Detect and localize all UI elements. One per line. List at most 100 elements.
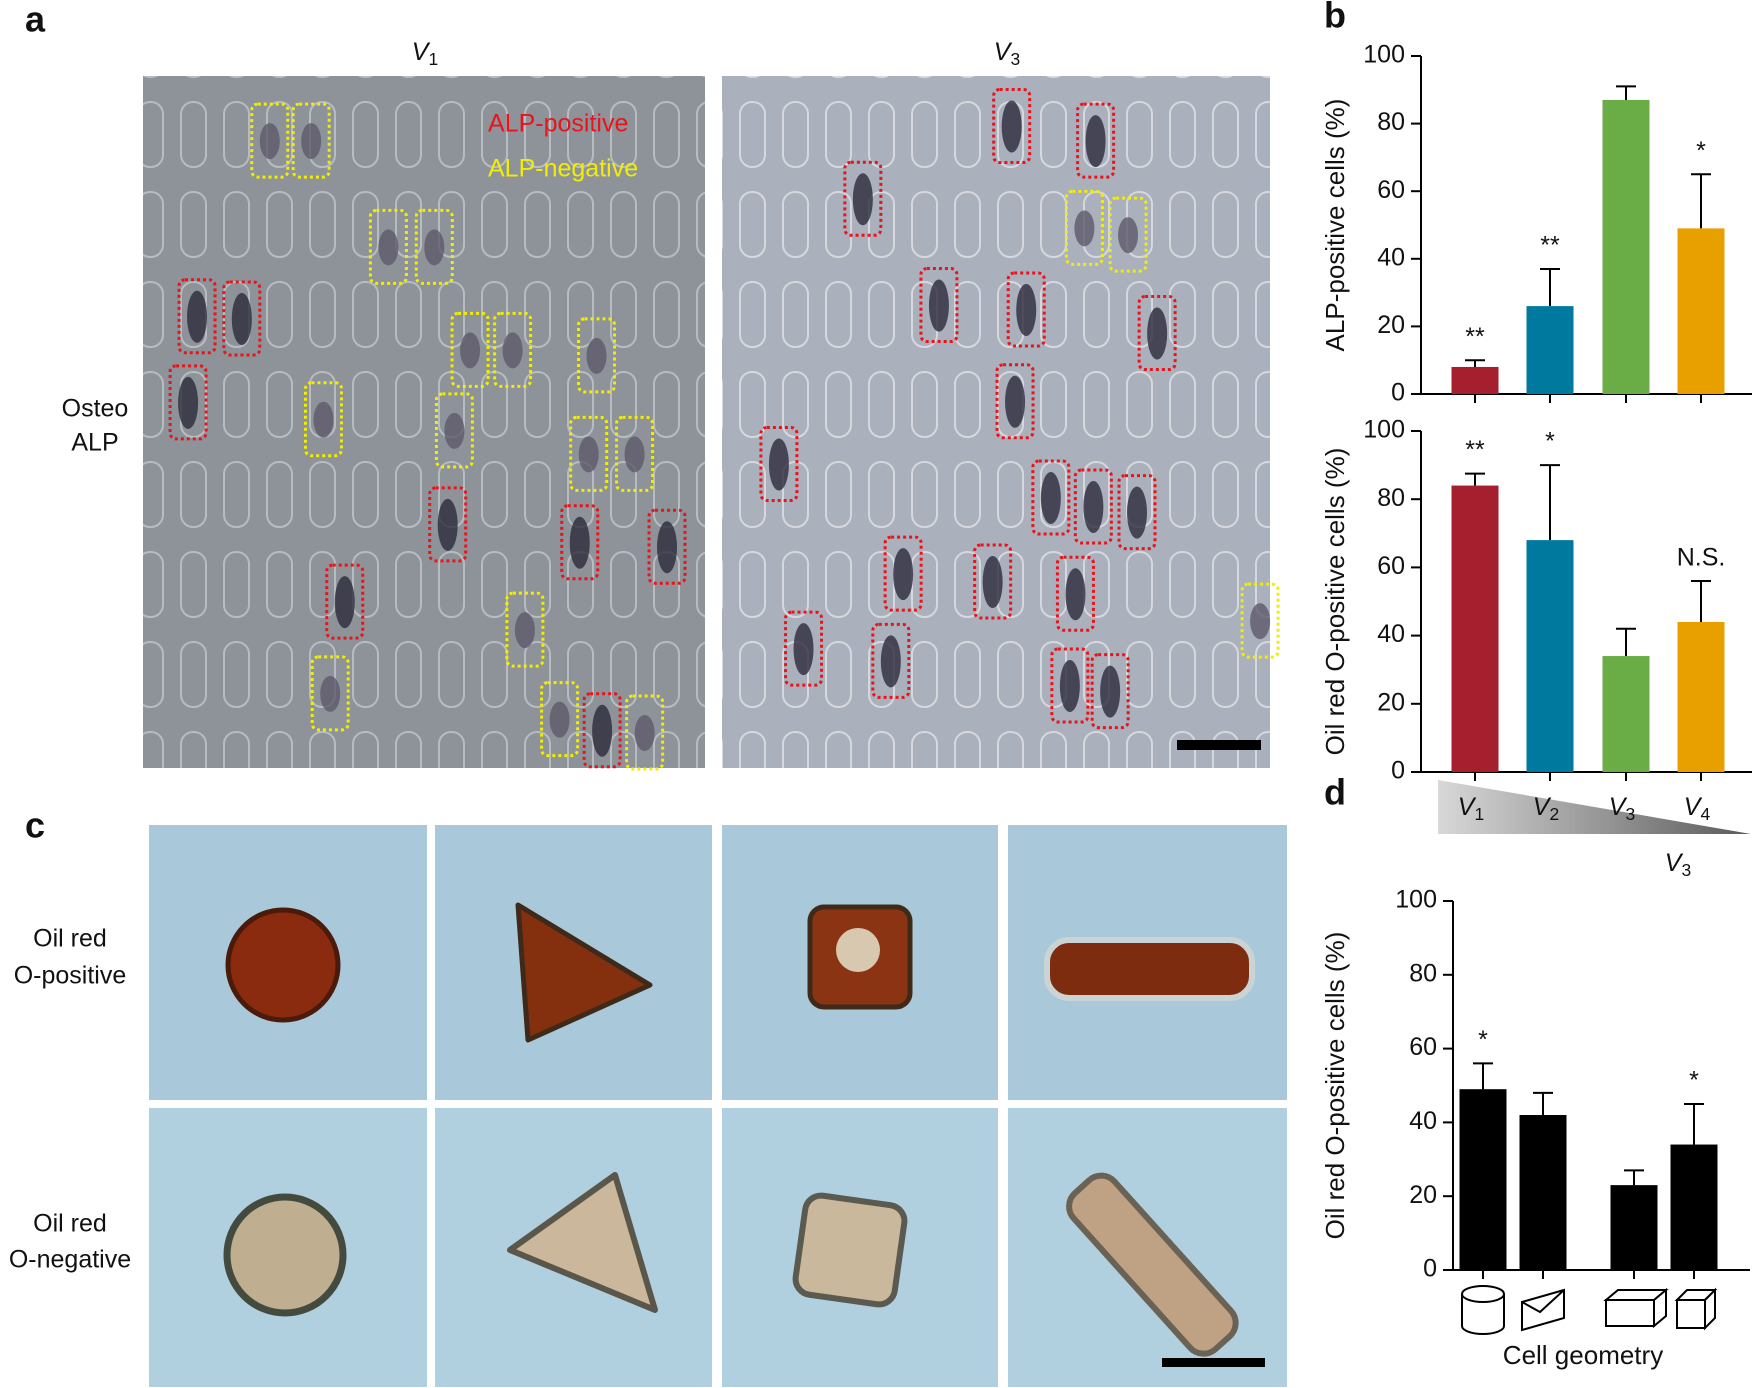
y-tick-label: 20 bbox=[1377, 688, 1405, 716]
cell bbox=[502, 332, 523, 369]
bar bbox=[1670, 1144, 1718, 1270]
cell bbox=[1250, 603, 1271, 640]
cell bbox=[1085, 115, 1106, 168]
bar bbox=[1677, 228, 1725, 394]
cell bbox=[624, 436, 645, 473]
cell-outline bbox=[995, 363, 1035, 440]
cell-outline bbox=[250, 102, 290, 179]
cell-outline bbox=[368, 208, 408, 285]
chart-title: V3 bbox=[1665, 849, 1691, 880]
cell bbox=[592, 704, 613, 757]
y-tick-label: 80 bbox=[1409, 959, 1437, 987]
cell bbox=[460, 332, 481, 369]
cell-outline bbox=[428, 486, 468, 563]
y-tick-label: 100 bbox=[1363, 416, 1405, 444]
error-bar bbox=[1624, 1169, 1644, 1186]
cell bbox=[768, 438, 789, 491]
y-tick-label: 100 bbox=[1395, 886, 1437, 914]
y-tick-label: 0 bbox=[1391, 379, 1405, 407]
cell bbox=[514, 612, 535, 649]
y-axis-label: Oil red O-positive cells (%) bbox=[1320, 448, 1350, 756]
x-tick-label: V2 bbox=[1533, 793, 1559, 824]
y-tick-label: 60 bbox=[1377, 552, 1405, 580]
cell-outline bbox=[647, 508, 687, 585]
cell bbox=[578, 436, 599, 473]
bar bbox=[1451, 485, 1499, 772]
cell bbox=[1001, 100, 1022, 153]
cell-outline bbox=[1064, 189, 1104, 266]
bar bbox=[1677, 621, 1725, 772]
cell bbox=[424, 229, 445, 266]
cell-outline bbox=[569, 415, 609, 492]
error-bar bbox=[1691, 173, 1711, 229]
legend-entry: ALP-positive bbox=[488, 110, 628, 138]
row-label: O-negative bbox=[9, 1246, 131, 1274]
cell bbox=[1059, 660, 1080, 713]
error-bar bbox=[1616, 85, 1636, 100]
panel-label: a bbox=[25, 0, 46, 40]
cell bbox=[982, 555, 1003, 608]
cell-outline bbox=[883, 535, 923, 612]
cell-outline bbox=[919, 267, 959, 344]
cell bbox=[1005, 375, 1026, 428]
cell-outline bbox=[759, 425, 799, 502]
cell bbox=[569, 516, 590, 569]
y-tick-label: 40 bbox=[1377, 243, 1405, 271]
cell-outline bbox=[1240, 582, 1280, 659]
cell-outline bbox=[222, 280, 262, 357]
cell bbox=[928, 279, 949, 332]
scale-bar bbox=[1177, 740, 1261, 750]
cell bbox=[793, 623, 814, 676]
row-label: Oil red bbox=[33, 925, 107, 953]
error-bar bbox=[1540, 464, 1560, 541]
cell-outline bbox=[291, 102, 331, 179]
error-bar bbox=[1684, 1102, 1704, 1145]
cell bbox=[187, 290, 208, 343]
cell-outline bbox=[540, 681, 580, 758]
panel-label: d bbox=[1324, 772, 1346, 813]
x-axis-label: Cell geometry bbox=[1503, 1340, 1663, 1370]
cell bbox=[1065, 568, 1086, 621]
error-bar bbox=[1533, 1091, 1553, 1116]
cell bbox=[1074, 210, 1095, 247]
bar bbox=[1602, 99, 1650, 394]
cell-outline bbox=[843, 160, 883, 237]
bar bbox=[1526, 540, 1574, 772]
cell bbox=[1016, 284, 1037, 337]
cell bbox=[1127, 486, 1147, 539]
cell-outline bbox=[577, 317, 617, 394]
cell-outline bbox=[310, 655, 350, 732]
significance: * bbox=[1696, 137, 1706, 165]
y-tick-label: 60 bbox=[1409, 1033, 1437, 1061]
cell bbox=[657, 521, 678, 574]
cell bbox=[313, 401, 334, 438]
cell bbox=[437, 498, 458, 551]
bar bbox=[1451, 366, 1499, 394]
y-axis-label: ALP-positive cells (%) bbox=[1320, 99, 1350, 352]
cell bbox=[178, 376, 199, 429]
row-label: Osteo bbox=[62, 395, 129, 423]
significance: * bbox=[1545, 428, 1555, 456]
error-bar bbox=[1473, 1062, 1493, 1090]
significance: ** bbox=[1540, 232, 1560, 260]
micrograph-grid bbox=[149, 825, 1287, 1387]
cell bbox=[1040, 472, 1061, 525]
error-bar bbox=[1616, 627, 1636, 657]
cell bbox=[444, 412, 465, 449]
error-bar bbox=[1465, 472, 1485, 486]
cell bbox=[1118, 217, 1139, 254]
row-label: ALP bbox=[71, 429, 118, 457]
y-tick-label: 40 bbox=[1377, 620, 1405, 648]
cell bbox=[259, 123, 280, 160]
micrograph-slots bbox=[143, 76, 705, 768]
x-tick-label: V3 bbox=[1609, 793, 1635, 824]
y-tick-label: 20 bbox=[1409, 1181, 1437, 1209]
cell-outline bbox=[168, 364, 208, 441]
cell-outline bbox=[1137, 295, 1177, 372]
cell-outline bbox=[303, 381, 343, 458]
y-tick-label: 0 bbox=[1423, 1255, 1437, 1283]
y-tick-label: 60 bbox=[1377, 176, 1405, 204]
cell-outline bbox=[871, 622, 911, 699]
cell-outline bbox=[325, 563, 365, 640]
cell bbox=[378, 229, 399, 266]
